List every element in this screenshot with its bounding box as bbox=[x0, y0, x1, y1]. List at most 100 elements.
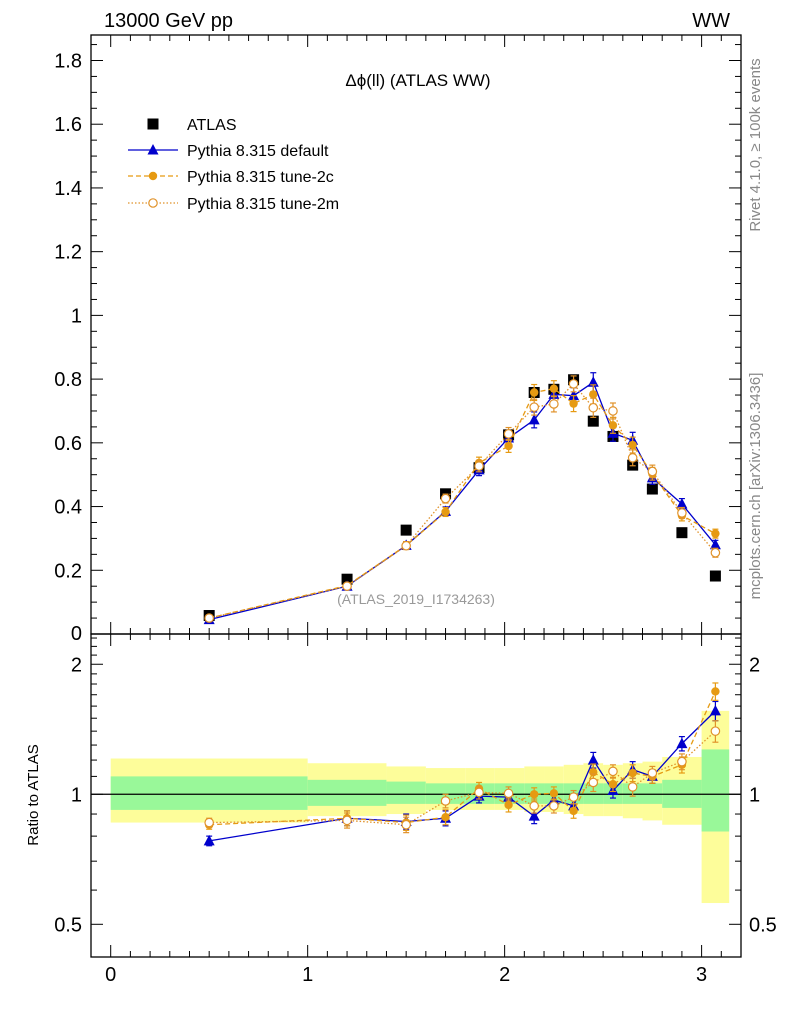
main-data-point bbox=[474, 461, 484, 471]
main-data-point bbox=[647, 466, 658, 477]
main-data-point bbox=[568, 379, 579, 389]
y-tick-label: 1.8 bbox=[54, 50, 82, 72]
main-series-atlas bbox=[203, 374, 721, 622]
ratio-data-point bbox=[204, 817, 214, 828]
mcplots-label: mcplots.cern.ch [arXiv:1306.3436] bbox=[747, 373, 764, 600]
main-data-point bbox=[676, 527, 688, 539]
ratio-data-point bbox=[529, 801, 539, 811]
ratio-data-point bbox=[440, 796, 451, 806]
ratio-data-point bbox=[342, 815, 352, 826]
main-data-point bbox=[341, 573, 353, 585]
analysis-label: (ATLAS_2019_I1734263) bbox=[337, 591, 495, 607]
ratio-data-point bbox=[710, 726, 721, 736]
main-data-point bbox=[549, 384, 559, 393]
main-data-point bbox=[504, 441, 513, 451]
ratio-data-point bbox=[587, 754, 599, 765]
main-data-point bbox=[401, 540, 411, 551]
legend-marker bbox=[147, 144, 159, 155]
main-data-point bbox=[587, 415, 599, 427]
main-data-point bbox=[568, 389, 580, 401]
legend-entry: ATLAS bbox=[187, 117, 237, 134]
y-tick-label: 1.4 bbox=[54, 178, 82, 200]
ratio-y-axis-label: Ratio to ATLAS bbox=[25, 744, 42, 845]
ratio-data-point bbox=[647, 768, 658, 778]
main-series-line bbox=[209, 387, 716, 619]
ratio-data-point bbox=[677, 756, 687, 767]
plot-frames: 0.2 0.4 0.6 0.8 1 1.2 1.4 1.6 1.8 0 0 1 2 3 0.5 0.5 1 1 2 2 bbox=[54, 34, 777, 986]
x-tick-label: 1 bbox=[302, 964, 313, 986]
ratio-data-point bbox=[529, 790, 539, 799]
x-tick-label: 2 bbox=[499, 964, 510, 986]
legend-entry: Pythia 8.315 tune-2c bbox=[187, 169, 334, 186]
main-data-point bbox=[710, 547, 721, 558]
main-series-pythia-8-315-tune-2m bbox=[204, 375, 721, 623]
ratio-data-point bbox=[474, 787, 484, 798]
y-tick-label-zero: 0 bbox=[71, 623, 82, 645]
y-tick-label: 0.4 bbox=[54, 497, 82, 519]
main-data-point bbox=[342, 581, 352, 592]
main-data-point bbox=[608, 421, 618, 430]
y-tick-label: 1.6 bbox=[54, 114, 82, 136]
main-data-point bbox=[440, 493, 451, 504]
ratio-data-point bbox=[628, 768, 637, 778]
main-data-point bbox=[528, 413, 540, 425]
main-data-point bbox=[589, 390, 598, 399]
main-data-point bbox=[503, 429, 514, 439]
x-tick-label: 3 bbox=[696, 964, 707, 986]
band-inner bbox=[583, 783, 604, 804]
ratio-data-point bbox=[401, 819, 411, 830]
ratio-data-point bbox=[608, 766, 618, 777]
main-data-point bbox=[529, 388, 539, 397]
band-inner bbox=[307, 779, 387, 806]
legend-entry: Pythia 8.315 default bbox=[187, 143, 329, 160]
main-series-pythia-8-315-default bbox=[203, 372, 721, 625]
main-data-point bbox=[627, 453, 638, 463]
ratio-data-point bbox=[203, 834, 215, 846]
ratio-y-tick-label: 1 bbox=[71, 784, 82, 806]
ratio-data-point bbox=[503, 788, 514, 799]
ratio-data-point bbox=[588, 777, 599, 788]
main-data-point bbox=[608, 406, 618, 416]
main-data-point bbox=[646, 483, 658, 495]
main-plot-title: Δϕ(ll) (ATLAS WW) bbox=[345, 71, 490, 90]
main-data-point bbox=[588, 402, 599, 413]
y-tick-label: 0.6 bbox=[54, 433, 82, 455]
ratio-data-point bbox=[528, 810, 540, 821]
ratio-data-point bbox=[549, 801, 559, 811]
main-data-point bbox=[709, 538, 721, 550]
ratio-data-point bbox=[709, 704, 721, 716]
ratio-data-point bbox=[549, 789, 559, 798]
ratio-uncertainty-bands bbox=[110, 710, 730, 904]
ratio-data-point bbox=[568, 792, 579, 802]
main-data-point bbox=[709, 570, 721, 582]
ratio-data-point bbox=[608, 780, 618, 789]
legend: ATLAS Pythia 8.315 default Pythia 8.315 tu… bbox=[128, 117, 339, 213]
process-label: WW bbox=[692, 10, 730, 32]
data-series bbox=[203, 372, 721, 847]
ratio-data-point bbox=[676, 737, 688, 749]
main-data-point bbox=[529, 402, 539, 412]
ratio-data-point bbox=[441, 812, 450, 822]
ratio-data-point bbox=[711, 687, 720, 696]
y-tick-label: 1 bbox=[71, 305, 82, 327]
chart-labels: 13000 GeV pp WW Rivet 4.1.0, ≥ 100k even… bbox=[25, 10, 764, 846]
main-data-point bbox=[628, 440, 637, 450]
ratio-data-point bbox=[504, 800, 513, 810]
main-series-line bbox=[209, 382, 716, 619]
main-data-point bbox=[569, 399, 578, 408]
x-tick-label: 0 bbox=[105, 964, 116, 986]
legend-marker bbox=[148, 198, 158, 208]
main-series-pythia-8-315-tune-2c bbox=[204, 380, 720, 623]
y-tick-label: 0.2 bbox=[54, 560, 82, 582]
ratio-y-tick-label-right: 1 bbox=[749, 784, 760, 806]
ratio-data-point bbox=[627, 782, 638, 792]
band-inner bbox=[110, 776, 308, 810]
beam-label: 13000 GeV pp bbox=[104, 10, 233, 32]
main-data-point bbox=[587, 376, 599, 387]
main-data-point bbox=[400, 524, 412, 536]
main-series-line bbox=[209, 381, 716, 621]
legend-marker bbox=[148, 171, 158, 181]
ratio-frame bbox=[90, 633, 742, 958]
rivet-label: Rivet 4.1.0, ≥ 100k events bbox=[747, 58, 764, 231]
